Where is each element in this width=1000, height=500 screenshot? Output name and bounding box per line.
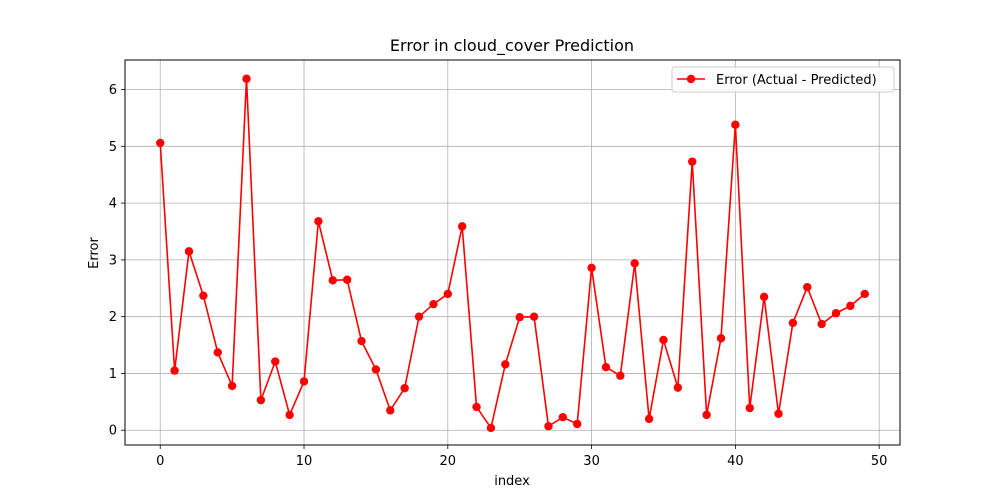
data-point	[803, 282, 812, 292]
data-point	[227, 381, 237, 391]
data-point	[414, 312, 424, 321]
data-point	[400, 384, 409, 393]
data-point	[688, 157, 697, 166]
x-tick-label: 30	[583, 454, 600, 469]
data-point	[501, 360, 510, 369]
data-point	[774, 409, 783, 418]
x-tick-label: 40	[727, 454, 744, 469]
data-point	[673, 383, 683, 392]
data-point	[558, 412, 568, 422]
data-point	[759, 292, 769, 301]
data-point	[587, 263, 596, 273]
data-point	[529, 312, 539, 321]
legend-box	[671, 66, 895, 93]
legend: Error (Actual - Predicted)	[671, 66, 895, 93]
x-tick-label: 0	[156, 454, 164, 469]
data-point	[443, 289, 452, 299]
data-point	[299, 377, 309, 386]
chart-title: Error in cloud_cover Prediction	[390, 36, 634, 56]
data-point	[573, 419, 582, 429]
series-line	[159, 77, 866, 429]
data-point	[328, 276, 337, 285]
series-group	[156, 74, 869, 433]
data-point	[846, 301, 855, 311]
x-tick-label: 10	[296, 454, 313, 469]
data-point	[170, 366, 179, 375]
data-point	[285, 410, 294, 420]
data-point	[486, 423, 496, 433]
y-tick-label: 3	[109, 253, 117, 268]
data-point	[314, 217, 323, 226]
y-tick-label: 6	[109, 83, 117, 98]
y-tick-label: 5	[109, 140, 117, 155]
y-tick-label: 0	[109, 424, 117, 439]
y-tick-label: 4	[109, 197, 117, 212]
data-point	[644, 414, 654, 424]
legend-label: Error (Actual - Predicted)	[716, 73, 877, 88]
data-point	[544, 422, 553, 431]
data-point	[156, 138, 165, 148]
data-point	[515, 313, 524, 322]
data-point	[457, 222, 467, 231]
data-point	[371, 365, 381, 374]
data-point	[213, 348, 222, 357]
data-point	[256, 395, 266, 405]
data-point	[702, 410, 711, 420]
x-tick-label: 20	[440, 454, 457, 469]
data-point	[616, 371, 625, 380]
x-axis-label: index	[494, 474, 530, 489]
data-point	[788, 318, 798, 328]
data-point	[745, 403, 754, 413]
data-point	[630, 259, 639, 268]
data-point	[429, 299, 438, 309]
data-point	[831, 309, 841, 318]
data-point	[659, 335, 668, 345]
data-point	[731, 120, 740, 129]
data-point	[601, 363, 611, 372]
data-point	[817, 319, 826, 329]
grid	[125, 60, 900, 445]
data-point	[184, 247, 194, 256]
data-point	[342, 275, 352, 284]
y-tick-label: 1	[109, 367, 117, 382]
x-tick-label: 50	[871, 454, 888, 469]
y-tick-label: 2	[109, 310, 117, 325]
data-point	[386, 406, 395, 415]
data-point	[271, 357, 280, 366]
data-point	[357, 336, 366, 346]
y-axis-label: Error	[87, 237, 102, 269]
data-point	[472, 402, 481, 412]
axis-ticks: 0 10 20 30 40 50 0 1 2 3 4 5 6	[109, 83, 888, 469]
plot-frame	[124, 59, 901, 446]
data-point	[860, 289, 869, 299]
data-point	[199, 291, 208, 300]
data-point	[242, 74, 251, 83]
legend-marker	[686, 74, 696, 84]
data-point	[716, 334, 726, 343]
